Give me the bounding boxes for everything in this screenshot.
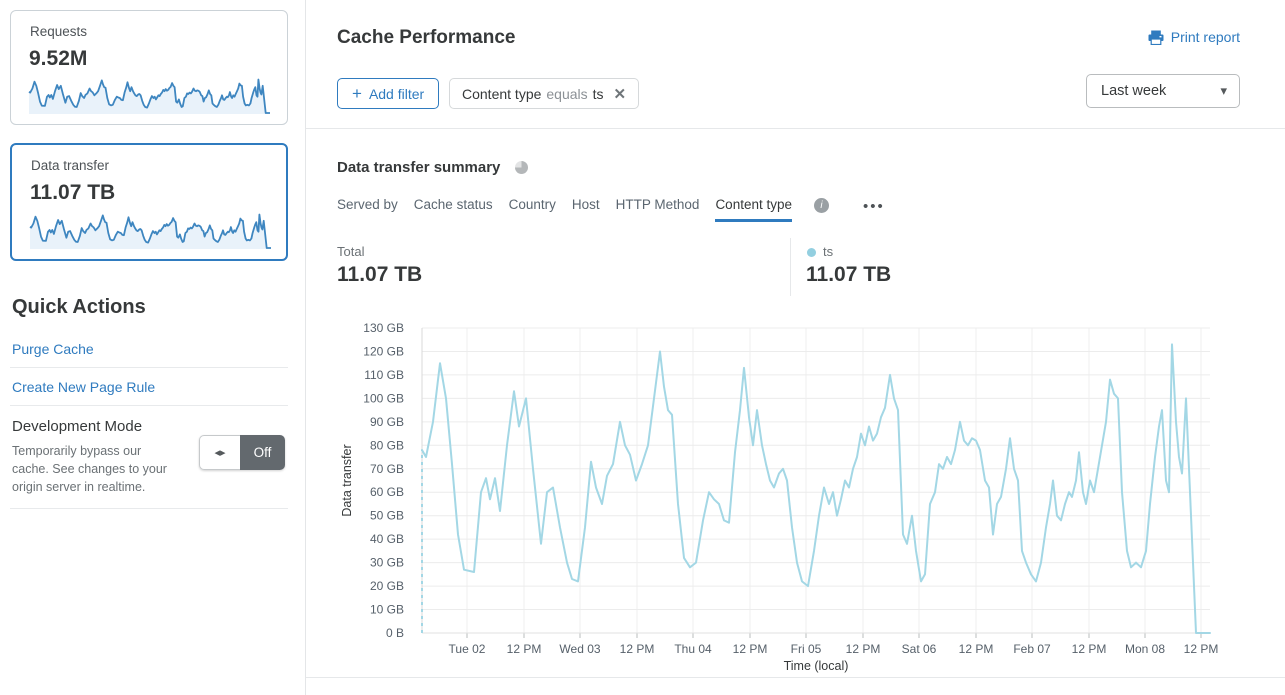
y-tick-label: 130 GB (363, 321, 404, 335)
x-tick-label: 12 PM (959, 642, 994, 656)
x-tick-label: Feb 07 (1013, 642, 1051, 656)
ts-legend-label: ts (823, 244, 834, 259)
y-tick-label: 40 GB (370, 532, 404, 546)
development-mode-toggle[interactable]: ◂▸ Off (199, 435, 285, 470)
tab-served-by[interactable]: Served by (337, 197, 398, 212)
y-tick-label: 110 GB (364, 368, 404, 382)
info-icon[interactable]: i (814, 198, 829, 213)
y-tick-label: 120 GB (363, 344, 404, 358)
series-line-ts (421, 343, 1211, 634)
requests-card-value: 9.52M (29, 47, 88, 70)
total-label: Total (337, 244, 365, 259)
bottom-divider (306, 677, 1285, 678)
x-tick-label: 12 PM (507, 642, 542, 656)
tab-http-method[interactable]: HTTP Method (615, 197, 700, 212)
data-transfer-card-value: 11.07 TB (30, 181, 116, 204)
tab-content-type[interactable]: Content type (715, 197, 792, 222)
ts-legend-dot-icon (807, 248, 816, 257)
y-tick-label: 10 GB (370, 603, 404, 617)
requests-card-label: Requests (30, 24, 88, 39)
tab-country[interactable]: Country (508, 197, 556, 212)
y-tick-label: 30 GB (370, 556, 404, 570)
sparkline-line (28, 78, 270, 114)
requests-sparkline-chart (28, 78, 270, 114)
totals-divider (790, 238, 791, 296)
x-tick-label: 12 PM (1072, 642, 1107, 656)
chevron-down-icon: ▾ (1220, 83, 1227, 98)
sparkline-fill (30, 214, 271, 249)
development-mode-description: Temporarily bypass our cache. See change… (12, 444, 167, 494)
y-tick-label: 80 GB (370, 438, 404, 452)
development-mode-label: Development Mode (12, 418, 143, 435)
x-tick-label: Mon 08 (1125, 642, 1165, 656)
x-tick-label: Thu 04 (674, 642, 712, 656)
y-tick-label: 100 GB (363, 391, 404, 405)
x-tick-label: 12 PM (733, 642, 768, 656)
sparkline-line (29, 213, 271, 249)
tab-host[interactable]: Host (571, 197, 600, 212)
x-tick-label: Fri 05 (791, 642, 822, 656)
toggle-arrows-icon[interactable]: ◂▸ (199, 435, 240, 470)
x-tick-label: 12 PM (620, 642, 655, 656)
filter-chip-field: Content type (462, 85, 542, 102)
divider (10, 405, 288, 406)
header-divider (306, 128, 1285, 129)
add-filter-label: Add filter (368, 85, 425, 102)
y-tick-label: 50 GB (370, 509, 404, 523)
summary-tabs: Served by Cache status Country Host HTTP… (337, 197, 885, 222)
total-value: 11.07 TB (337, 263, 423, 286)
y-axis-title: Data transfer (340, 444, 354, 516)
x-tick-label: 12 PM (1184, 642, 1219, 656)
sparkline-fill (29, 79, 270, 114)
filter-chip-operator: equals (546, 85, 588, 102)
toggle-off-state[interactable]: Off (240, 435, 285, 470)
printer-icon (1148, 30, 1164, 45)
tab-cache-status[interactable]: Cache status (413, 197, 493, 212)
x-tick-label: 12 PM (846, 642, 881, 656)
y-tick-label: 0 B (386, 626, 404, 640)
x-tick-label: Wed 03 (559, 642, 600, 656)
x-axis-title: Time (local) (784, 659, 849, 673)
x-tick-label: Sat 06 (902, 642, 937, 656)
y-tick-label: 70 GB (370, 462, 404, 476)
print-report-button[interactable]: Print report (1148, 29, 1240, 45)
print-report-label: Print report (1170, 29, 1240, 45)
divider (10, 508, 288, 509)
page-title: Cache Performance (337, 27, 516, 48)
pie-chart-icon (515, 161, 528, 174)
x-tick-label: Tue 02 (449, 642, 486, 656)
data-transfer-card-label: Data transfer (31, 158, 110, 173)
create-page-rule-link[interactable]: Create New Page Rule (12, 379, 156, 395)
sidebar-main-divider (305, 0, 306, 695)
quick-actions-heading: Quick Actions (12, 296, 146, 318)
more-tabs-icon[interactable]: ••• (863, 198, 885, 215)
ts-legend-value: 11.07 TB (806, 263, 892, 286)
data-transfer-line-chart[interactable]: 0 B 10 GB 20 GB 30 GB 40 GB 50 GB 60 GB 70 GB 80… (330, 318, 1245, 680)
time-range-dropdown[interactable]: Last week ▾ (1086, 74, 1240, 108)
purge-cache-link[interactable]: Purge Cache (12, 341, 94, 357)
y-tick-label: 20 GB (370, 579, 404, 593)
y-tick-label: 90 GB (370, 415, 404, 429)
requests-metric-card[interactable]: Requests 9.52M (10, 10, 288, 125)
content-type-filter-chip[interactable]: Content type equals ts ✕ (449, 78, 640, 109)
data-transfer-metric-card[interactable]: Data transfer 11.07 TB (10, 143, 288, 261)
data-transfer-sparkline-chart (29, 213, 271, 249)
add-filter-button[interactable]: + Add filter (337, 78, 440, 109)
data-transfer-summary-heading: Data transfer summary (337, 159, 501, 176)
plus-icon: + (352, 84, 362, 103)
filter-chip-value: ts (592, 85, 604, 102)
time-range-value: Last week (1101, 83, 1167, 99)
divider (10, 367, 288, 368)
remove-filter-icon[interactable]: ✕ (613, 85, 627, 103)
y-tick-label: 60 GB (370, 485, 404, 499)
